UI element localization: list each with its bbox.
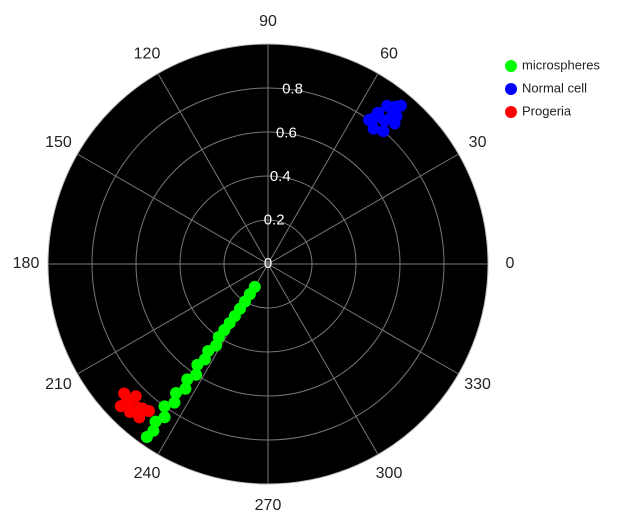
theta-tick-label: 30: [469, 134, 487, 151]
data-point: [394, 99, 407, 112]
data-point: [362, 113, 375, 126]
theta-tick-label: 330: [464, 376, 491, 393]
r-tick-label: 0.8: [282, 81, 303, 98]
data-point: [179, 382, 192, 395]
r-tick-label: 0.4: [270, 168, 291, 185]
grid-spoke: [267, 263, 459, 375]
data-point: [168, 396, 181, 409]
grid-spoke: [267, 263, 379, 455]
theta-tick-label: 270: [255, 497, 282, 514]
data-point: [191, 358, 204, 371]
data-point: [170, 386, 183, 399]
legend-label: microspheres: [522, 57, 601, 72]
grid-spoke: [267, 153, 459, 265]
data-point: [367, 122, 380, 135]
data-point: [114, 400, 127, 413]
theta-tick-label: 210: [45, 376, 72, 393]
data-point: [390, 110, 403, 123]
data-point: [158, 411, 171, 424]
r-tick-label: 0.2: [264, 211, 285, 228]
theta-tick-label: 0: [506, 255, 515, 272]
data-point: [158, 400, 171, 413]
grid-spoke: [157, 73, 269, 265]
grid-spoke: [77, 263, 269, 375]
data-point: [190, 368, 203, 381]
legend-marker: [505, 106, 517, 118]
r-tick-label: 0.6: [276, 124, 297, 141]
theta-tick-label: 300: [376, 465, 403, 482]
data-point: [149, 415, 162, 428]
data-point: [132, 401, 145, 414]
r-tick-label: 0: [264, 255, 272, 272]
theta-tick-label: 150: [45, 134, 72, 151]
grid-spoke: [77, 153, 269, 265]
theta-tick-label: 60: [380, 46, 398, 63]
legend-marker: [505, 60, 517, 72]
data-point: [133, 411, 146, 424]
theta-tick-label: 240: [134, 465, 161, 482]
grid-spoke: [267, 73, 379, 265]
data-point: [371, 106, 384, 119]
data-point: [140, 431, 153, 444]
theta-tick-label: 90: [259, 13, 277, 30]
legend-marker: [505, 83, 517, 95]
theta-tick-label: 180: [13, 255, 40, 272]
data-point: [181, 373, 194, 386]
data-point: [142, 405, 155, 418]
theta-tick-label: 120: [134, 46, 161, 63]
legend-label: Progeria: [522, 103, 572, 118]
data-point: [377, 125, 390, 138]
legend-label: Normal cell: [522, 80, 587, 95]
